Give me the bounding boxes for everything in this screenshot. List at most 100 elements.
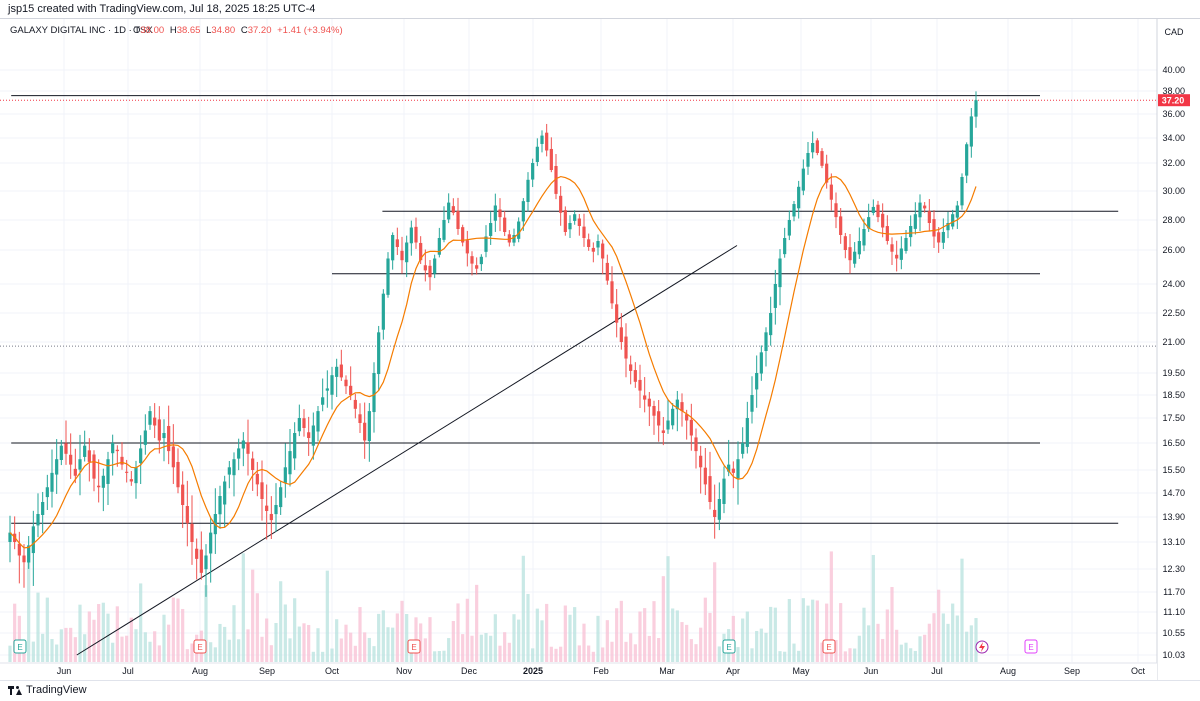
volume-bar — [153, 631, 157, 662]
candle — [307, 416, 311, 456]
price-tick-label: 12.30 — [1162, 564, 1185, 574]
volume-bar — [638, 611, 642, 662]
candle — [78, 434, 82, 496]
volume-bar — [927, 623, 931, 662]
candle — [27, 536, 31, 569]
candle — [741, 427, 745, 459]
earnings-event-icon[interactable]: E — [407, 639, 421, 654]
legend-high: 38.65 — [177, 25, 201, 36]
volume-bar — [797, 650, 801, 662]
candle — [153, 403, 157, 439]
price-tick-label: 10.03 — [1162, 650, 1185, 660]
candle — [470, 251, 474, 276]
candle — [97, 459, 101, 503]
author-line: jsp15 created with TradingView.com, Jul … — [8, 3, 316, 15]
trendline[interactable] — [76, 245, 738, 656]
earnings-event-icon[interactable]: E — [193, 639, 207, 654]
candle — [316, 406, 320, 442]
candle — [666, 399, 670, 434]
volume-bar — [951, 603, 955, 662]
volume-bar — [713, 562, 717, 662]
volume-bar — [955, 615, 959, 662]
volume-bar — [535, 608, 539, 662]
volume-bar — [489, 635, 493, 662]
candle — [498, 198, 502, 232]
volume-bar — [167, 624, 171, 662]
volume-bar — [428, 617, 432, 662]
volume-bar — [671, 608, 675, 662]
candle — [927, 199, 931, 232]
volume-bar — [59, 629, 63, 662]
candle — [535, 138, 539, 167]
candle — [293, 422, 297, 470]
candle — [148, 406, 152, 430]
candle — [8, 515, 12, 563]
earnings-event-icon[interactable]: E — [822, 639, 836, 654]
earnings-event-icon[interactable]: E — [1024, 639, 1038, 654]
candle — [367, 403, 371, 462]
earnings-event-icon[interactable]: E — [13, 639, 27, 654]
candle — [363, 402, 367, 459]
volume-bar — [717, 646, 721, 662]
volume-bar — [330, 648, 334, 662]
time-tick-label: Jun — [864, 666, 879, 676]
price-tick-label: 38.00 — [1162, 86, 1185, 96]
volume-bar — [260, 636, 264, 662]
volume-bar — [549, 646, 553, 662]
tradingview-logo[interactable]: TradingView — [8, 684, 87, 696]
candle — [549, 137, 553, 173]
volume-bar — [157, 645, 161, 662]
legend-close-label: C — [241, 25, 248, 36]
volume-bar — [703, 597, 707, 662]
candle — [479, 254, 483, 271]
volume-bar — [185, 649, 189, 662]
earnings-event-icon[interactable]: E — [722, 639, 736, 654]
chart-canvas[interactable]: E E E E E E CAD 40.00 38.00 36.00 34.00 32.00 30.00… — [0, 19, 1200, 681]
volume-bar — [890, 587, 894, 662]
volume-bar — [615, 608, 619, 662]
candle — [181, 471, 185, 528]
time-tick-label: Mar — [659, 666, 675, 676]
tradingview-brand: TradingView — [26, 684, 87, 696]
chart-frame[interactable]: E E E E E E CAD 40.00 38.00 36.00 34.00 32.00 30.00… — [0, 18, 1200, 681]
volume-bar — [885, 609, 889, 662]
candle — [283, 443, 287, 498]
volume-bar — [680, 622, 684, 662]
candle — [493, 193, 497, 232]
volume-bar — [909, 648, 913, 662]
dividend-lightning-icon[interactable] — [975, 640, 989, 654]
price-tick-label: 28.00 — [1162, 215, 1185, 225]
candle — [428, 260, 432, 291]
candle — [862, 218, 866, 252]
candle — [409, 220, 413, 256]
candle — [55, 439, 59, 494]
candle — [974, 91, 978, 128]
candle — [857, 227, 861, 259]
volume-bar — [442, 650, 446, 662]
volume-bar — [321, 651, 325, 662]
volume-bar — [633, 644, 637, 662]
volume-bar — [176, 598, 180, 662]
volume-bar — [274, 623, 278, 662]
candle — [423, 249, 427, 282]
volume-bar — [493, 614, 497, 662]
candle — [881, 203, 885, 238]
volume-bar — [624, 641, 628, 662]
price-tick-label: 14.70 — [1162, 488, 1185, 498]
candle — [475, 257, 479, 275]
volume-bar — [941, 613, 945, 662]
price-tick-label: 18.50 — [1162, 390, 1185, 400]
time-tick-label: Oct — [325, 666, 340, 676]
volume-bar — [213, 647, 217, 662]
volume-bar — [143, 632, 147, 662]
price-tick-label: 32.00 — [1162, 158, 1185, 168]
candle — [792, 201, 796, 222]
volume-bar — [918, 636, 922, 662]
candle — [288, 428, 292, 487]
volume-bar — [787, 599, 791, 662]
volume-bar — [596, 615, 600, 662]
currency-label[interactable]: CAD — [1164, 27, 1184, 37]
volume-bar — [540, 620, 544, 662]
volume-bar — [456, 603, 460, 662]
candle — [31, 510, 35, 586]
